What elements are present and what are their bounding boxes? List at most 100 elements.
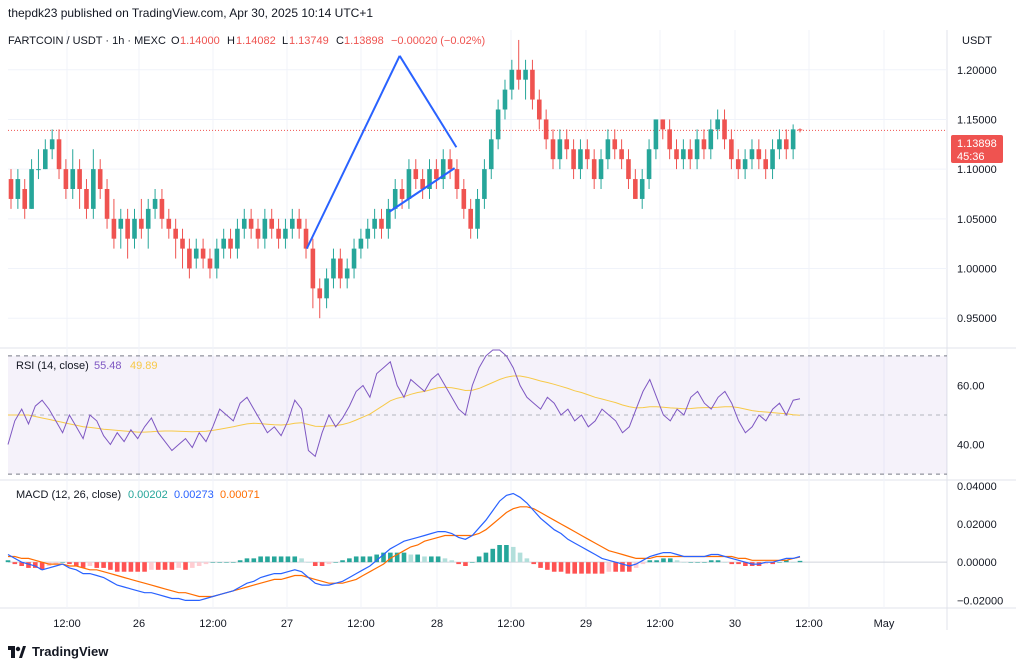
- macd-histogram-bar: [476, 556, 482, 563]
- candle-body: [331, 258, 336, 279]
- macd-histogram-bar: [5, 560, 11, 563]
- macd-histogram-bar: [278, 556, 284, 563]
- macd-histogram-bar: [306, 562, 311, 563]
- candle-body: [530, 69, 535, 100]
- macd-histogram-bar: [435, 556, 441, 563]
- trend-line[interactable]: [398, 55, 458, 148]
- ohlc-high-label: H: [227, 35, 235, 47]
- macd-histogram-bar: [299, 558, 304, 563]
- candle-body: [770, 149, 775, 170]
- macd-histogram-bar: [224, 562, 229, 563]
- candle-body: [660, 119, 666, 130]
- candle-body: [516, 69, 522, 80]
- candle-body: [36, 169, 41, 171]
- candle-body: [633, 179, 638, 199]
- candle-body: [104, 189, 110, 219]
- macd-histogram-bar: [688, 562, 694, 563]
- candle-body: [139, 218, 144, 229]
- macd-histogram-bar: [39, 562, 45, 570]
- candle-body: [91, 169, 96, 209]
- candle-body: [317, 288, 323, 299]
- macd-histogram-bar: [606, 562, 612, 572]
- macd-histogram-bar: [736, 562, 741, 565]
- macd-histogram-bar: [128, 562, 134, 572]
- ohlc-open: 1.14000: [180, 35, 220, 47]
- macd-histogram-bar: [490, 548, 496, 563]
- macd-histogram-bar: [176, 562, 181, 568]
- candle-body: [56, 139, 62, 170]
- candle-body: [84, 189, 89, 209]
- ohlc-close-label: C: [336, 35, 344, 47]
- macd-histogram-bar: [353, 556, 359, 563]
- candle-body: [262, 218, 268, 239]
- macd-histogram-bar: [422, 556, 427, 563]
- macd-histogram-bar: [94, 562, 100, 568]
- macd-line: [7, 492, 801, 602]
- candle-body: [241, 218, 247, 229]
- macd-histogram-bar: [121, 562, 127, 572]
- ohlc-open-label: O: [171, 35, 180, 47]
- macd-histogram-bar: [67, 562, 72, 565]
- macd-histogram-bar: [429, 556, 434, 563]
- macd-histogram-bar: [654, 560, 659, 563]
- time-axis-label: 12:00: [646, 618, 674, 630]
- macd-histogram-bar: [26, 562, 31, 568]
- macd-histogram-bar: [394, 552, 400, 563]
- rsi-axis-label: 40.00: [957, 440, 985, 452]
- macd-histogram-bar: [592, 562, 598, 574]
- candle-body: [619, 149, 624, 160]
- candle-body: [674, 149, 679, 160]
- macd-histogram-bar: [142, 562, 147, 572]
- macd-histogram-bar: [674, 560, 680, 563]
- macd-histogram-bar: [469, 562, 475, 563]
- candle-body: [166, 218, 172, 229]
- candle-body: [612, 139, 618, 150]
- macd-histogram-bar: [572, 562, 577, 574]
- price-tag-countdown: 45:36: [957, 151, 985, 163]
- candle-body: [701, 139, 707, 150]
- ohlc-high: 1.14082: [236, 35, 276, 47]
- candle-body: [351, 248, 357, 269]
- macd-histogram-bar: [231, 562, 236, 563]
- macd-signal-line: [8, 506, 801, 598]
- macd-histogram-bar: [538, 562, 543, 568]
- macd-histogram-bar: [510, 546, 516, 563]
- macd-histogram-bar: [661, 558, 666, 563]
- macd-label: MACD (12, 26, close): [16, 489, 121, 501]
- macd-histogram-bar: [53, 562, 59, 565]
- candle-body: [187, 248, 192, 269]
- candle-body: [626, 159, 631, 180]
- candle-body: [70, 169, 76, 189]
- macd-histogram-bar: [251, 558, 257, 563]
- candle-body: [22, 189, 28, 209]
- macd-histogram-bar: [483, 552, 489, 563]
- macd-histogram-bar: [531, 562, 537, 565]
- candle-body: [63, 169, 69, 189]
- macd-histogram-bar: [640, 562, 646, 565]
- price-axis-label: 1.00000: [957, 264, 997, 276]
- macd-histogram-bar: [265, 556, 270, 563]
- price-axis-label: 1.20000: [957, 65, 997, 77]
- macd-axis-label: 0.00000: [957, 557, 997, 569]
- candle-body: [447, 159, 453, 170]
- tradingview-brand[interactable]: TradingView: [8, 644, 108, 659]
- macd-histogram-bar: [169, 562, 175, 570]
- macd-histogram-bar: [633, 562, 639, 568]
- trend-line[interactable]: [388, 167, 456, 213]
- candle-body: [454, 169, 460, 189]
- candle-body: [653, 119, 659, 150]
- candle-body: [132, 218, 137, 239]
- macd-histogram-bar: [627, 562, 632, 572]
- candle-body: [783, 139, 789, 150]
- macd-histogram-bar: [647, 560, 653, 563]
- price-axis-label: 1.10000: [957, 164, 997, 176]
- candle-body: [427, 169, 432, 189]
- macd-histogram-bar: [258, 556, 263, 563]
- macd-histogram-bar: [33, 562, 38, 568]
- macd-histogram-bar: [108, 562, 113, 570]
- macd-histogram-bar: [715, 560, 721, 563]
- time-axis-label: 12:00: [497, 618, 525, 630]
- macd-histogram-bar: [217, 562, 222, 563]
- trend-line[interactable]: [305, 55, 401, 250]
